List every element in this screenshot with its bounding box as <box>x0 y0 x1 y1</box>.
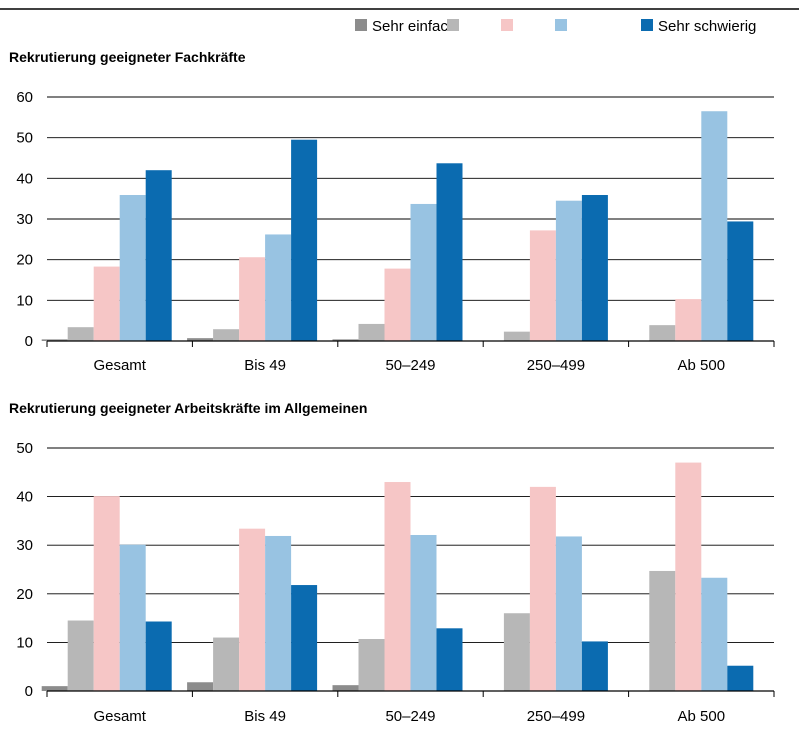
bar-s4-2 <box>436 628 463 691</box>
bar-s3-3 <box>555 536 582 691</box>
bar-s3-2 <box>410 203 437 341</box>
legend-swatch-2 <box>501 19 513 31</box>
bar-s1-0 <box>67 327 94 341</box>
bar-s3-1 <box>265 535 292 691</box>
x-tick-label: 250–499 <box>527 357 585 374</box>
x-tick-label: Ab 500 <box>678 708 726 725</box>
legend-label-4: Sehr schwierig <box>658 18 756 35</box>
y-tick-label: 10 <box>16 634 33 651</box>
bar-s4-1 <box>291 139 318 341</box>
y-tick-label: 0 <box>25 683 33 700</box>
bar-s1-4 <box>649 325 676 341</box>
y-tick-label: 60 <box>16 89 33 106</box>
bar-s4-2 <box>436 163 463 341</box>
x-tick-label: Gesamt <box>93 357 146 374</box>
bar-s2-0 <box>93 496 120 691</box>
bar-s2-4 <box>675 299 702 341</box>
bar-s2-3 <box>529 230 556 341</box>
bar-s2-2 <box>384 268 411 341</box>
legend: Sehr einfach Sehr schwierig <box>355 18 756 35</box>
bar-s2-2 <box>384 482 411 691</box>
y-tick-label: 40 <box>16 170 33 187</box>
bar-s1-1 <box>213 329 240 341</box>
bar-s1-3 <box>503 613 530 691</box>
y-tick-label: 20 <box>16 252 33 269</box>
bar-s0-1 <box>187 682 214 691</box>
legend-swatch-0 <box>355 19 367 31</box>
x-tick-label: Gesamt <box>93 708 146 725</box>
bar-s0-0 <box>41 686 68 691</box>
bar-s3-3 <box>555 200 582 341</box>
y-tick-label: 40 <box>16 489 33 506</box>
bar-s2-3 <box>529 486 556 691</box>
y-tick-label: 50 <box>16 130 33 147</box>
bar-s2-1 <box>239 528 266 691</box>
y-tick-label: 0 <box>25 333 33 350</box>
legend-label-0: Sehr einfach <box>372 18 456 35</box>
bar-s3-2 <box>410 534 437 691</box>
bar-s1-2 <box>358 638 385 691</box>
x-tick-label: 50–249 <box>385 708 435 725</box>
y-tick-label: 30 <box>16 537 33 554</box>
legend-swatch-1 <box>447 19 459 31</box>
bar-s4-4 <box>727 665 754 691</box>
bar-s3-0 <box>119 544 146 691</box>
chart-arbeitskraefte: Rekrutierung geeigneter Arbeitskräfte im… <box>9 400 775 725</box>
bar-s4-0 <box>145 621 172 691</box>
chart-title: Rekrutierung geeigneter Fachkräfte <box>9 49 246 65</box>
bar-s3-4 <box>701 577 728 691</box>
bar-s2-4 <box>675 462 702 691</box>
bar-s0-2 <box>332 339 359 341</box>
bar-s3-4 <box>701 111 728 341</box>
bar-s3-1 <box>265 234 292 341</box>
y-tick-label: 50 <box>16 440 33 457</box>
x-tick-label: 50–249 <box>385 357 435 374</box>
legend-swatch-4 <box>641 19 653 31</box>
y-tick-label: 30 <box>16 211 33 228</box>
bar-s0-0 <box>41 339 68 341</box>
bar-s4-1 <box>291 585 318 691</box>
bar-s1-2 <box>358 323 385 341</box>
chart-fachkraefte: Rekrutierung geeigneter Fachkräfte 0 10 20 3… <box>9 49 775 374</box>
x-tick-label: 250–499 <box>527 708 585 725</box>
bar-s3-0 <box>119 195 146 341</box>
bar-s0-2 <box>332 685 359 691</box>
bar-s1-1 <box>213 637 240 691</box>
bar-s0-1 <box>187 338 214 341</box>
bar-s4-3 <box>581 641 608 691</box>
x-tick-label: Ab 500 <box>678 357 726 374</box>
chart-title: Rekrutierung geeigneter Arbeitskräfte im… <box>9 400 367 416</box>
y-tick-label: 20 <box>16 586 33 603</box>
bar-s1-4 <box>649 570 676 691</box>
bar-s2-1 <box>239 257 266 341</box>
legend-swatch-3 <box>555 19 567 31</box>
y-tick-label: 10 <box>16 292 33 309</box>
bar-s1-0 <box>67 620 94 691</box>
bar-s4-0 <box>145 170 172 341</box>
x-tick-label: Bis 49 <box>244 708 286 725</box>
bar-s2-0 <box>93 266 120 341</box>
bar-s4-3 <box>581 195 608 341</box>
x-tick-label: Bis 49 <box>244 357 286 374</box>
bar-s4-4 <box>727 221 754 341</box>
bar-s1-3 <box>503 331 530 341</box>
